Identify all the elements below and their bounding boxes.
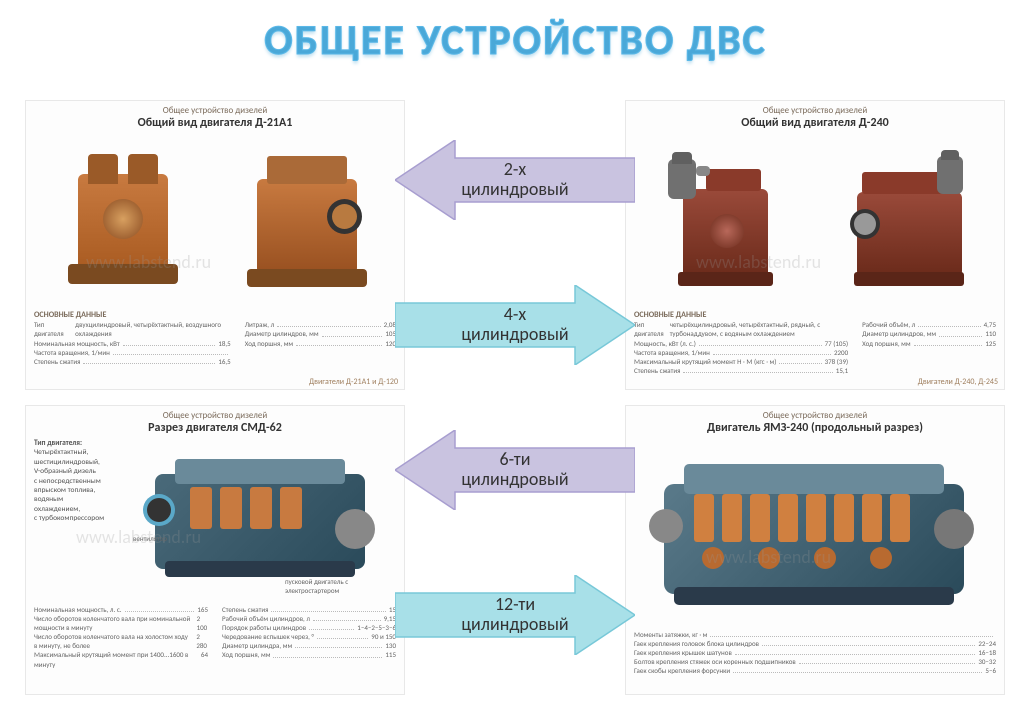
panel-subtitle: Общее устройство дизелей <box>34 105 396 116</box>
engine-front-view <box>48 144 198 294</box>
spec-row: Мощность, кВт (л. с.)77 (105) <box>634 339 848 348</box>
type-line: Тип двигателя: <box>34 439 129 448</box>
type-line: с непосредственным <box>34 477 129 486</box>
spec-row: Максимальный крутящий момент Н · М (кгс … <box>634 357 848 366</box>
type-line: охлаждением, <box>34 505 129 514</box>
specs: Номинальная мощность, л. с.165Число обор… <box>34 605 396 669</box>
panel-yamz240: Общее устройство дизелей Двигатель ЯМЗ-2… <box>625 405 1005 695</box>
spec-row: Тип двигателячетырёхцилиндровый, четырёх… <box>634 320 848 338</box>
page-title: ОБЩЕЕ УСТРОЙСТВО ДВС <box>0 0 1031 71</box>
type-line: шестицилиндровый, <box>34 458 129 467</box>
type-line: V-образный дизель <box>34 467 129 476</box>
spec-row: Порядок работы цилиндров1–4–2–5–3–6 <box>222 623 396 632</box>
specs: ОСНОВНЫЕ ДАННЫЕ Тип двигателячетырёхцили… <box>634 310 996 375</box>
spec-row: Рабочий объём, л4,75 <box>862 320 996 329</box>
engine-cutaway: вентилятор пусковой двигатель с электрос… <box>135 439 396 589</box>
panel-d240: Общее устройство дизелей Общий вид двига… <box>625 100 1005 390</box>
spec-row: Болтов крепления стяжек оси коренных под… <box>634 657 996 666</box>
spec-row: Диаметр цилиндра, мм130 <box>222 641 396 650</box>
specs: Моменты затяжки, кг · мГаек крепления го… <box>634 630 996 675</box>
diagram-grid: Общее устройство дизелей Общий вид двига… <box>0 90 1031 726</box>
panel-d21a1: Общее устройство дизелей Общий вид двига… <box>25 100 405 390</box>
arrow-shape-icon <box>395 285 635 365</box>
arrow-2: 4-хцилиндровый <box>395 285 635 365</box>
spec-row: Ход поршня, мм120 <box>245 339 396 348</box>
arrow-shape-icon <box>395 430 635 510</box>
panel-subtitle: Общее устройство дизелей <box>634 410 996 421</box>
specs: ОСНОВНЫЕ ДАННЫЕ Тип двигателядвухцилиндр… <box>34 310 396 366</box>
spec-row: Тип двигателядвухцилиндровый, четырёхтак… <box>34 320 231 338</box>
arrow-shape-icon <box>395 575 635 655</box>
panel-title: Двигатель ЯМЗ-240 (продольный разрез) <box>634 421 996 435</box>
model-label: Двигатели Д-21А1 и Д-120 <box>309 377 398 387</box>
engine-front-view <box>648 144 798 294</box>
type-line: с турбокомпрессором <box>34 514 129 523</box>
panel-title: Общий вид двигателя Д-240 <box>634 116 996 130</box>
engine-side-view <box>232 144 382 294</box>
panel-subtitle: Общее устройство дизелей <box>634 105 996 116</box>
spec-row: Частота вращения, 1/мин <box>34 348 231 357</box>
spec-row: Рабочий объём цилиндров, л9,15 <box>222 614 396 623</box>
spec-row: Гаек крепления головок блока цилиндров22… <box>634 639 996 648</box>
spec-row: Литраж, л2,08 <box>245 320 396 329</box>
spec-row: Степень сжатия15 <box>222 605 396 614</box>
arrow-4: 12-тицилиндровый <box>395 575 635 655</box>
type-line: впрыском топлива, <box>34 486 129 495</box>
panel-title: Разрез двигателя СМД-62 <box>34 421 396 435</box>
panel-subtitle: Общее устройство дизелей <box>34 410 396 421</box>
spec-row: Ход поршня, мм125 <box>862 339 996 348</box>
arrow-shape-icon <box>395 140 635 220</box>
spec-row: Число оборотов коленчатого вала на холос… <box>34 632 208 650</box>
panel-title: Общий вид двигателя Д-21А1 <box>34 116 396 130</box>
spec-row: Число оборотов коленчатого вала при номи… <box>34 614 208 632</box>
panel-smd62: Общее устройство дизелей Разрез двигател… <box>25 405 405 695</box>
spec-row: Степень сжатия15,1 <box>634 366 848 375</box>
engine-cutaway <box>634 439 996 624</box>
spec-row: Диаметр цилиндров, мм105 <box>245 329 396 338</box>
spec-row: Моменты затяжки, кг · м <box>634 630 996 639</box>
spec-row: Максимальный крутящий момент при 1400...… <box>34 650 208 668</box>
spec-row: Частота вращения, 1/мин2200 <box>634 348 848 357</box>
type-line: водяным <box>34 495 129 504</box>
spec-row: Гаек скобы крепления форсунки5–6 <box>634 666 996 675</box>
spec-row: Номинальная мощность, л. с.165 <box>34 605 208 614</box>
spec-row: Степень сжатия16,5 <box>34 357 231 366</box>
spec-row: Номинальная мощность, кВт18,5 <box>34 339 231 348</box>
arrow-1: 2-хцилиндровый <box>395 140 635 220</box>
arrow-3: 6-тицилиндровый <box>395 430 635 510</box>
spec-row: Ход поршня, мм115 <box>222 650 396 659</box>
spec-row: Гаек крепления крышек шатунов16–18 <box>634 648 996 657</box>
spec-row: Диаметр цилиндров, мм110 <box>862 329 996 338</box>
type-line: Четырёхтактный, <box>34 448 129 457</box>
spec-row: Чередование вспышек через, °90 и 150 <box>222 632 396 641</box>
type-block: Тип двигателя:Четырёхтактный,шестицилинд… <box>34 439 129 599</box>
engine-side-view <box>832 144 982 294</box>
model-label: Двигатели Д-240, Д-245 <box>918 377 998 387</box>
